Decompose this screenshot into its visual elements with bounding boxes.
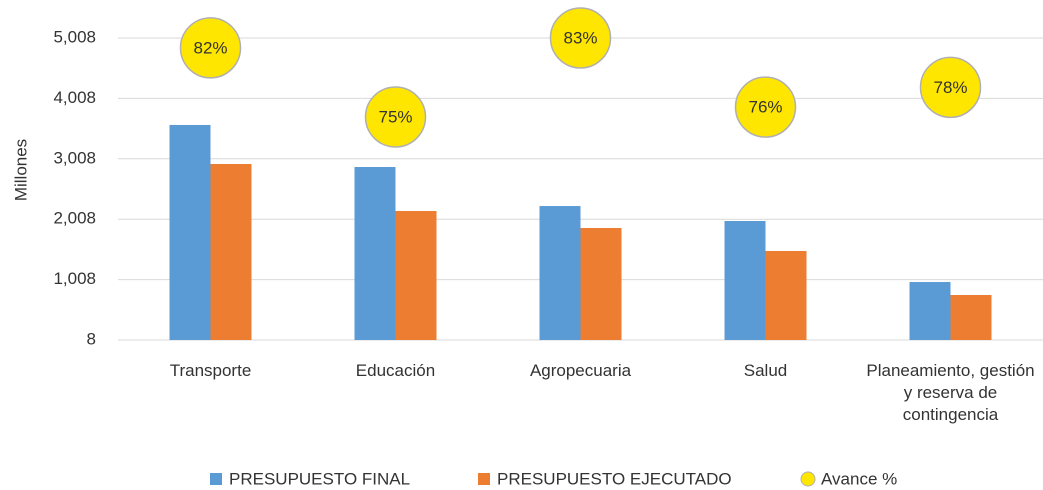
y-tick-label: 3,008 [53,148,96,167]
legend-swatch [210,473,222,485]
y-tick-label: 2,008 [53,209,96,228]
avance-marker [364,86,427,148]
bar [580,228,622,340]
data-label: 75% [378,107,412,126]
x-tick-label: Transporte [169,361,252,380]
bar [395,210,437,340]
y-tick-label: 8 [87,329,96,348]
avance-marker [919,56,982,119]
bar [909,282,951,340]
data-label: 78% [933,78,967,97]
data-label: 83% [563,28,597,47]
legend-swatch [478,473,490,485]
bar [354,167,396,340]
legend-label: Avance % [821,469,897,488]
y-tick-label: 4,008 [53,88,96,107]
y-tick-label: 1,008 [53,269,96,288]
avance-marker [734,76,797,138]
data-label: 76% [748,98,782,117]
bar [950,295,992,340]
bar [765,250,807,340]
legend-label: PRESUPUESTO FINAL [229,469,410,488]
avance-marker [179,17,242,79]
data-label: 82% [193,38,227,57]
x-tick-label: Planeamiento, gestión y reserva de conti… [866,361,1035,424]
x-tick-label: Agropecuaria [529,361,632,380]
bar [210,163,252,340]
bar [169,124,211,340]
legend-swatch [800,471,816,487]
x-tick-label: Salud [743,361,788,380]
bar [539,206,581,340]
y-tick-label: 5,008 [53,27,96,46]
avance-marker [549,7,612,69]
x-tick-label: Educación [355,361,436,380]
y-axis-title: Millones [11,139,30,201]
bar [724,221,766,340]
legend-label: PRESUPUESTO EJECUTADO [497,469,732,488]
